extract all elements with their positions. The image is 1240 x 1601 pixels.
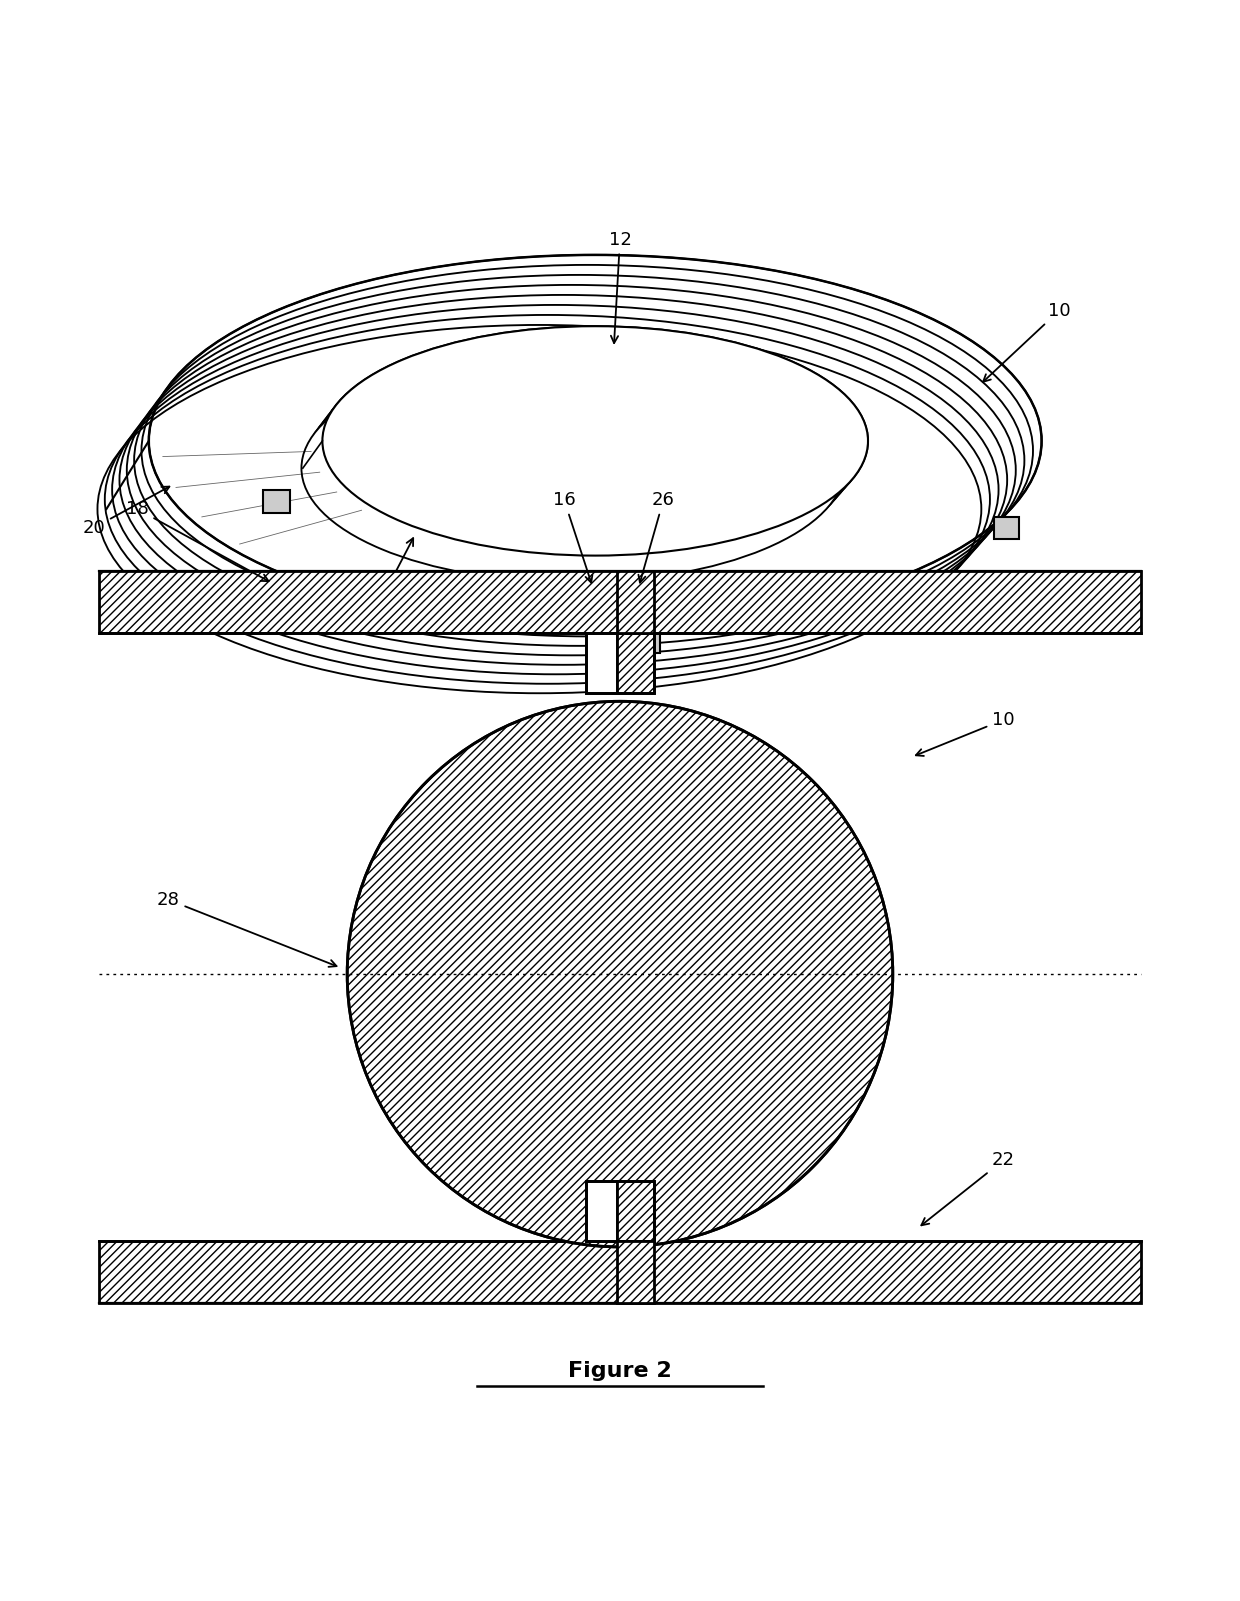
Bar — [618, 632, 655, 693]
Bar — [585, 1182, 655, 1241]
Bar — [618, 572, 655, 632]
Bar — [585, 632, 655, 693]
Text: 26: 26 — [639, 492, 675, 583]
Text: Figure 1: Figure 1 — [568, 735, 672, 754]
Text: 12: 12 — [609, 231, 631, 343]
Ellipse shape — [310, 343, 854, 572]
Bar — [630, 626, 661, 653]
Ellipse shape — [149, 255, 1042, 628]
Text: 28: 28 — [157, 890, 336, 967]
Bar — [618, 572, 655, 632]
Ellipse shape — [301, 354, 844, 583]
Ellipse shape — [322, 327, 868, 556]
Ellipse shape — [314, 338, 858, 567]
Bar — [618, 1182, 655, 1241]
Ellipse shape — [347, 701, 893, 1247]
Bar — [99, 572, 1141, 632]
Bar — [99, 1241, 1141, 1303]
Ellipse shape — [322, 327, 868, 556]
Text: Figure 2: Figure 2 — [568, 1361, 672, 1382]
Text: 14: 14 — [361, 538, 413, 626]
Bar — [618, 1241, 655, 1303]
Text: 10: 10 — [916, 711, 1014, 756]
Bar — [618, 1182, 655, 1241]
Bar — [618, 572, 655, 632]
Bar — [263, 490, 290, 512]
Text: 18: 18 — [126, 500, 269, 581]
Ellipse shape — [319, 331, 863, 560]
Text: 10: 10 — [983, 301, 1070, 381]
Bar — [618, 632, 655, 693]
Bar — [99, 1241, 1141, 1303]
Bar — [994, 517, 1019, 540]
Text: 20: 20 — [83, 487, 170, 536]
Bar — [585, 632, 618, 693]
Bar — [618, 1241, 655, 1303]
Bar — [618, 1241, 655, 1303]
Text: 16: 16 — [553, 492, 593, 583]
Bar — [99, 572, 1141, 632]
Bar — [618, 1182, 655, 1241]
Bar — [618, 632, 655, 693]
Text: 22: 22 — [921, 1151, 1016, 1225]
Bar — [585, 1182, 618, 1241]
Ellipse shape — [305, 349, 849, 576]
